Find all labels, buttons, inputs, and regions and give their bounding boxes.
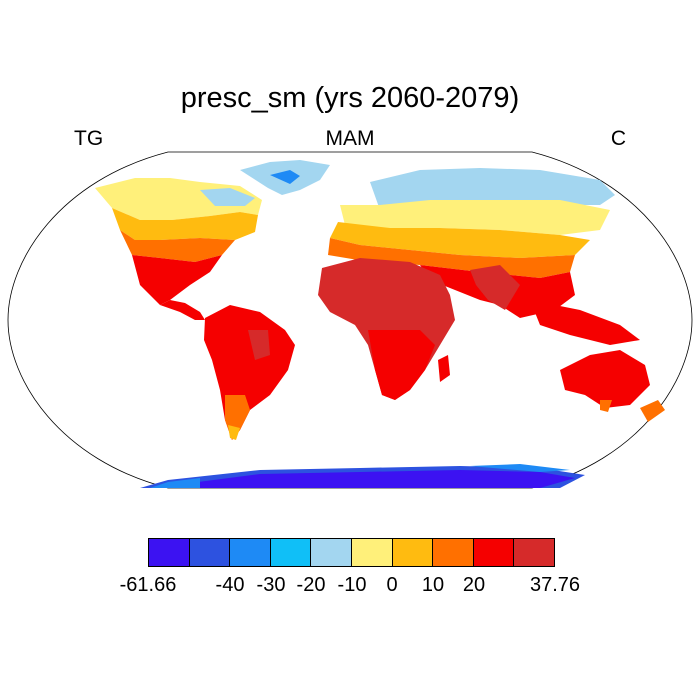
season-label: MAM <box>325 127 375 150</box>
colorbar-swatch <box>149 539 190 566</box>
colorbar-tick-label: -40 <box>215 574 245 596</box>
colorbar-swatch <box>230 539 271 566</box>
colorbar-tick-label: 10 <box>421 574 445 596</box>
colorbar-swatch <box>392 539 434 566</box>
africa <box>318 258 455 400</box>
antarctica <box>140 464 585 488</box>
south-america <box>204 305 295 440</box>
plot-title: presc_sm (yrs 2060-2079) <box>180 82 520 114</box>
colorbar-swatch <box>351 539 393 566</box>
colorbar-swatch <box>189 539 231 566</box>
north-america <box>95 160 330 320</box>
australia <box>560 350 665 422</box>
colorbar-swatch <box>311 539 352 566</box>
colorbar-swatch <box>270 539 312 566</box>
colorbar <box>148 538 555 567</box>
colorbar-tick-label: -10 <box>337 574 367 596</box>
colorbar-tick-label: 20 <box>462 574 486 596</box>
units-label: C <box>610 127 626 150</box>
eurasia <box>328 168 640 345</box>
colorbar-swatch <box>514 539 554 566</box>
colorbar-swatch <box>473 539 515 566</box>
colorbar-swatch <box>433 539 474 566</box>
colorbar-tick-label: 0 <box>386 574 398 596</box>
left-label: TG <box>74 127 104 150</box>
colorbar-tick-label: -20 <box>296 574 326 596</box>
colorbar-tick-label: -61.66 <box>119 574 177 596</box>
colorbar-tick-label: 37.76 <box>529 574 581 596</box>
colorbar-tick-label: -30 <box>256 574 286 596</box>
